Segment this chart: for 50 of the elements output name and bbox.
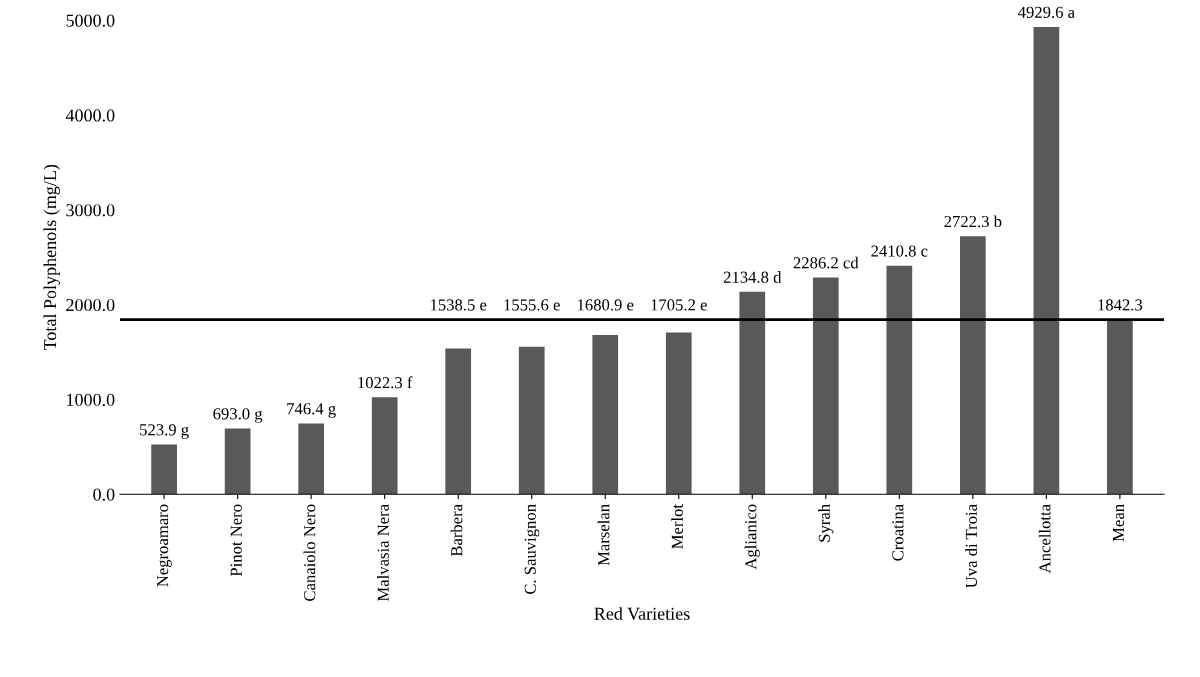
y-tick-label: 2000.0 xyxy=(66,298,115,312)
bar xyxy=(959,236,986,495)
data-label: 1705.2 e xyxy=(651,299,707,311)
data-label: 2286.2 cd xyxy=(793,256,859,269)
bar xyxy=(224,428,251,495)
bar xyxy=(298,423,325,495)
bar xyxy=(812,277,839,495)
bar xyxy=(371,397,398,495)
x-tick-label: Merlot xyxy=(671,504,683,549)
x-tick-label: Negroamaro xyxy=(157,504,172,587)
data-label: 2134.8 d xyxy=(723,271,782,283)
bar xyxy=(886,265,913,495)
y-tick-label: 4000.0 xyxy=(65,109,115,122)
x-tick-label: Ancellotta xyxy=(1038,504,1051,574)
data-label: 523.9 g xyxy=(140,424,189,439)
bar xyxy=(592,334,619,495)
x-tick-label: Malvasia Nera xyxy=(377,504,389,602)
data-label: 2722.3 b xyxy=(944,215,1002,228)
x-tick-label: Pinot Nero xyxy=(230,504,242,577)
bar xyxy=(665,332,692,495)
data-label: 1022.3 f xyxy=(358,376,413,389)
bar xyxy=(739,291,766,495)
bar xyxy=(1107,319,1133,495)
bar xyxy=(151,444,177,495)
y-tick-label: 0.0 xyxy=(93,488,115,501)
x-tick-label: Canaiolo Nero xyxy=(303,504,316,601)
x-tick-label: Mean xyxy=(1112,504,1125,542)
y-tick-label: 1000.0 xyxy=(67,393,115,406)
x-axis-title: Red Varieties xyxy=(594,607,690,620)
data-label: 4929.6 a xyxy=(1017,6,1075,18)
x-tick-label: Aglianico xyxy=(744,504,760,570)
x-tick-label: Barbera xyxy=(450,504,463,557)
data-label: 746.4 g xyxy=(287,403,336,418)
data-label: 1680.9 e xyxy=(578,299,634,311)
y-axis-title: Total Polyphenols (mg/L) xyxy=(43,164,60,351)
data-label: 2410.8 c xyxy=(871,245,928,257)
data-label: 693.0 g xyxy=(213,408,263,423)
bar xyxy=(1033,26,1060,495)
y-tick-label: 3000.0 xyxy=(66,204,115,217)
x-tick-label: Croatina xyxy=(892,504,904,561)
x-tick-label: Uva di Troia xyxy=(965,504,978,588)
bar xyxy=(445,348,472,495)
data-label: 1842.3 xyxy=(1098,299,1143,311)
data-label: 1555.6 e xyxy=(504,299,560,311)
y-tick-label: 5000.0 xyxy=(66,14,115,27)
bar xyxy=(518,346,545,495)
x-tick-label: Syrah xyxy=(818,504,834,542)
x-tick-label: Marselan xyxy=(597,504,610,566)
data-label: 1538.5 e xyxy=(430,299,487,311)
x-tick-label: C. Sauvignon xyxy=(524,504,540,594)
